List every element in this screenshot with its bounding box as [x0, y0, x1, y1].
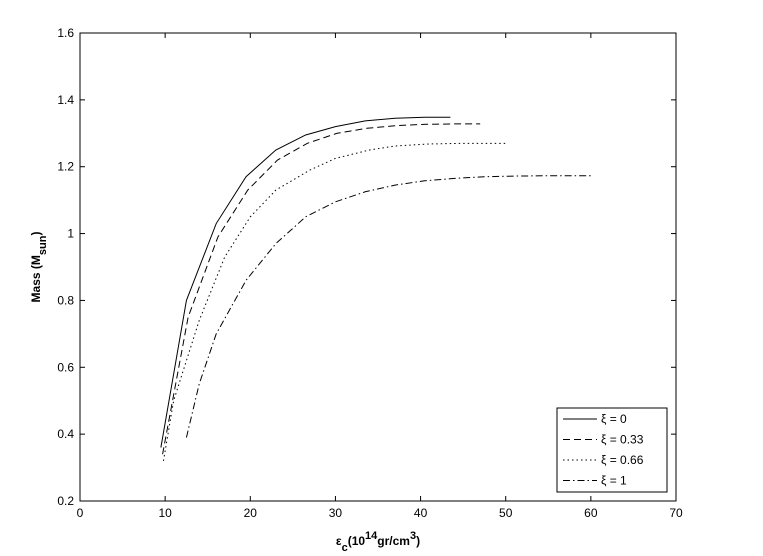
y-tick-label: 0.4	[57, 427, 74, 441]
series-line	[162, 142, 506, 461]
legend-box	[556, 407, 668, 493]
x-tick-label: 70	[669, 506, 683, 520]
axis-label-part: ε	[336, 534, 342, 548]
axis-label-part: sun	[37, 235, 49, 255]
axis-label-part: gr/cm	[377, 534, 410, 548]
legend-label: ξ = 0.33	[601, 433, 644, 447]
y-tick-label: 0.8	[57, 293, 74, 307]
x-tick-label: 20	[244, 506, 258, 520]
x-tick-label: 0	[77, 506, 84, 520]
x-tick-label: 10	[158, 506, 172, 520]
series-line	[162, 123, 481, 455]
y-tick-label: 1.2	[57, 160, 74, 174]
y-tick-label: 1.4	[57, 93, 74, 107]
x-tick-label: 40	[414, 506, 428, 520]
x-tick-label: 50	[499, 506, 513, 520]
axis-label-part: 3	[410, 530, 416, 542]
series-line	[185, 175, 591, 438]
legend-label: ξ = 0.66	[601, 453, 644, 467]
x-tick-label: 30	[329, 506, 343, 520]
axis-label-part: (10	[348, 534, 366, 548]
axis-label-part: )	[416, 534, 420, 548]
x-tick-label: 60	[584, 506, 598, 520]
x-axis-label: εc(1014gr/cm3)	[336, 530, 420, 554]
y-tick-label: 1.6	[57, 26, 74, 40]
axis-label-part: )	[29, 232, 43, 236]
axis-label-part: 14	[365, 530, 378, 542]
legend-label: ξ = 0	[601, 412, 627, 426]
y-axis-label: Mass (Msun)	[29, 232, 49, 303]
y-tick-label: 0.2	[57, 494, 74, 508]
axis-label-part: c	[342, 542, 348, 554]
y-tick-label: 0.6	[57, 360, 74, 374]
legend-label: ξ = 1	[601, 474, 627, 488]
series-line	[160, 116, 451, 448]
axis-label-part: Mass (M	[29, 255, 43, 302]
y-tick-label: 1	[67, 227, 74, 241]
